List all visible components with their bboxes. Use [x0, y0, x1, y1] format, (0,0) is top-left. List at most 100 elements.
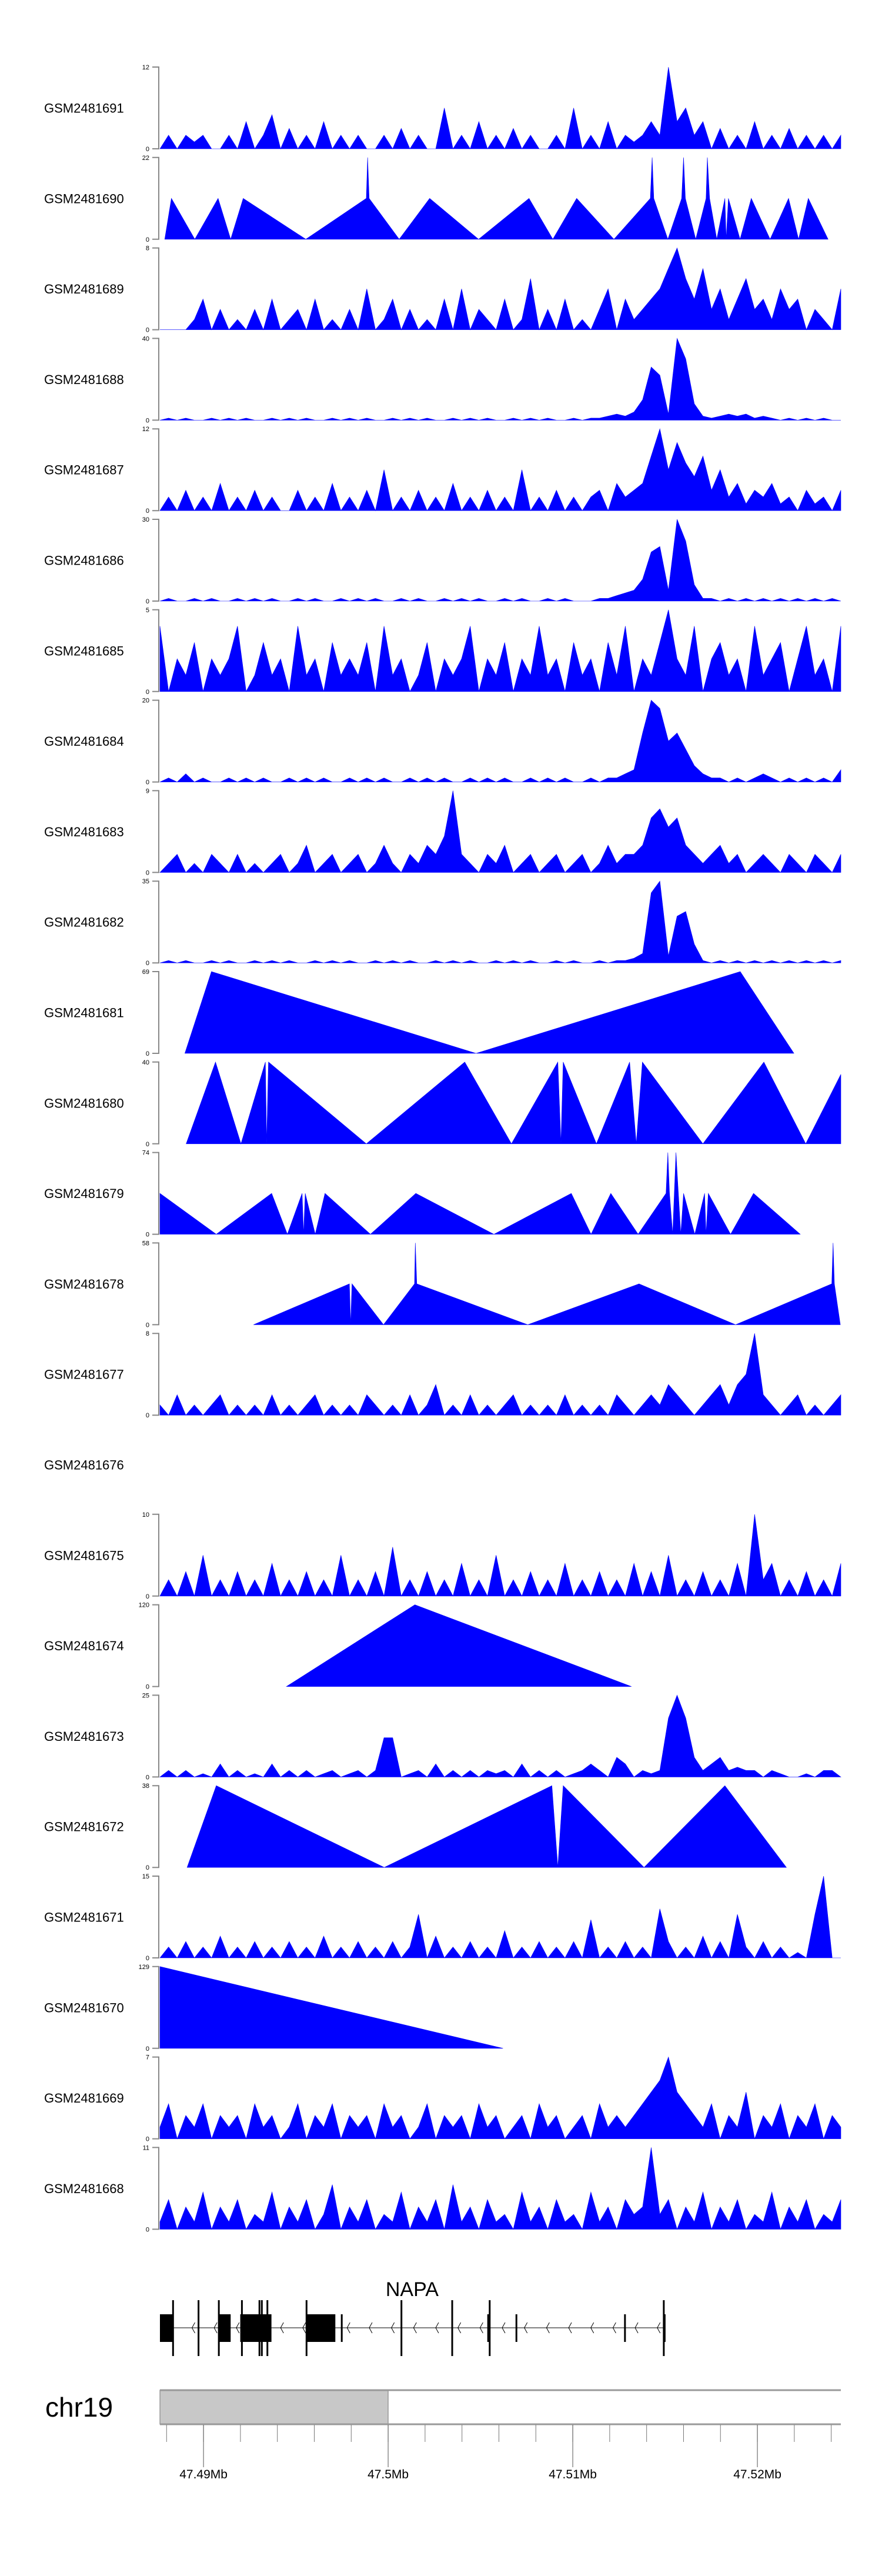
exon [219, 2314, 231, 2342]
track-GSM2481676: GSM2481676 [44, 1458, 124, 1473]
y-tick-zero: 0 [146, 1774, 149, 1781]
coverage-area [159, 428, 841, 512]
track-GSM2481684: GSM2481684 20 0 [44, 698, 841, 786]
track-label: GSM2481686 [44, 553, 124, 568]
y-tick-max: 74 [142, 1150, 149, 1157]
track-GSM2481682: GSM2481682 35 0 [44, 878, 841, 967]
track-GSM2481677: GSM2481677 8 0 [44, 1330, 841, 1419]
gene-label: NAPA [386, 2278, 439, 2301]
exon [487, 2314, 490, 2342]
track-GSM2481668: GSM2481668 11 0 [44, 2144, 841, 2233]
y-axis [152, 247, 159, 331]
y-tick-max: 22 [142, 155, 149, 162]
coverage-area [159, 1333, 841, 1416]
y-axis [152, 519, 159, 602]
y-tick-max: 38 [142, 1783, 149, 1790]
exon [624, 2314, 626, 2342]
y-axis [152, 428, 159, 512]
track-GSM2481669: GSM2481669 7 0 [44, 2054, 841, 2143]
strand-arrow [590, 2322, 594, 2334]
track-label: GSM2481681 [44, 1006, 124, 1020]
track-label: GSM2481677 [44, 1367, 124, 1382]
y-axis [152, 880, 159, 964]
track-GSM2481691: GSM2481691 12 0 [44, 64, 841, 153]
coverage-area [286, 1604, 632, 1687]
coverage-area [159, 700, 841, 782]
coverage-area [186, 1785, 787, 1868]
exon [160, 2314, 173, 2342]
exon-coding [258, 2300, 260, 2356]
y-axis [152, 1061, 159, 1144]
track-GSM2481687: GSM2481687 12 0 [44, 426, 841, 515]
y-tick-zero: 0 [146, 508, 149, 515]
exon-coding [489, 2300, 491, 2356]
coverage-area [159, 609, 841, 692]
y-tick-max: 12 [142, 64, 149, 71]
y-axis [152, 699, 159, 783]
track-label: GSM2481668 [44, 2181, 124, 2196]
y-axis [152, 156, 159, 240]
y-tick-zero: 0 [146, 689, 149, 696]
y-tick-zero: 0 [146, 1232, 149, 1239]
y-axis [152, 2147, 159, 2230]
shaded-region [159, 2390, 389, 2425]
track-GSM2481688: GSM2481688 40 0 [44, 335, 841, 424]
track-label: GSM2481680 [44, 1096, 124, 1110]
y-tick-zero: 0 [146, 417, 149, 424]
exon-coding [305, 2300, 308, 2356]
y-axis [152, 1333, 159, 1416]
y-tick-zero: 0 [146, 2046, 149, 2053]
y-tick-max: 11 [143, 2144, 149, 2151]
coverage-area [186, 1061, 841, 1144]
y-tick-max: 30 [142, 516, 149, 523]
coverage-area [159, 1966, 503, 2049]
y-tick-zero: 0 [146, 1050, 149, 1057]
track-GSM2481674: GSM2481674 120 0 [44, 1602, 632, 1691]
track-GSM2481685: GSM2481685 5 0 [44, 607, 841, 696]
y-axis [152, 1604, 159, 1687]
exon-coding [663, 2300, 665, 2356]
track-label: GSM2481682 [44, 915, 124, 930]
track-label: GSM2481672 [44, 1820, 124, 1834]
y-tick-max: 15 [142, 1873, 149, 1880]
strand-arrow [502, 2322, 506, 2334]
track-label: GSM2481675 [44, 1548, 124, 1563]
y-axis [152, 971, 159, 1054]
y-axis [152, 1152, 159, 1235]
y-tick-max: 120 [139, 1602, 149, 1609]
y-tick-zero: 0 [146, 779, 149, 786]
coverage-area [159, 790, 841, 873]
y-tick-max: 8 [146, 245, 149, 252]
y-tick-max: 10 [142, 1511, 149, 1519]
strand-arrow [213, 2322, 218, 2334]
strand-arrow [568, 2322, 572, 2334]
strand-arrow [280, 2322, 284, 2334]
coverage-area [159, 338, 841, 421]
strand-arrow [657, 2322, 661, 2334]
y-tick-zero: 0 [146, 1322, 149, 1329]
strand-arrow [435, 2322, 439, 2334]
y-axis [152, 1513, 159, 1597]
y-tick-max: 40 [142, 1059, 149, 1066]
coverage-area [159, 2147, 841, 2230]
strand-arrow [546, 2322, 550, 2334]
exon-coding [172, 2300, 174, 2356]
track-label: GSM2481673 [44, 1729, 124, 1744]
y-axis [152, 1785, 159, 1868]
y-axis [152, 790, 159, 873]
track-GSM2481672: GSM2481672 38 0 [44, 1783, 787, 1871]
track-label: GSM2481679 [44, 1186, 124, 1201]
y-tick-max: 25 [142, 1692, 149, 1699]
major-tick-label: 47.51Mb [549, 2468, 597, 2481]
track-label: GSM2481683 [44, 825, 124, 839]
y-tick-max: 40 [142, 335, 149, 342]
y-tick-max: 35 [142, 878, 149, 885]
exon-coding [240, 2300, 243, 2356]
track-GSM2481680: GSM2481680 40 0 [44, 1059, 841, 1148]
major-tick-label: 47.52Mb [733, 2468, 781, 2481]
track-GSM2481690: GSM2481690 22 0 [44, 155, 828, 243]
y-tick-zero: 0 [146, 1684, 149, 1691]
coverage-tracks: GSM2481691120GSM2481690220GSM248168980GS… [44, 64, 841, 2233]
y-tick-max: 20 [142, 698, 149, 705]
